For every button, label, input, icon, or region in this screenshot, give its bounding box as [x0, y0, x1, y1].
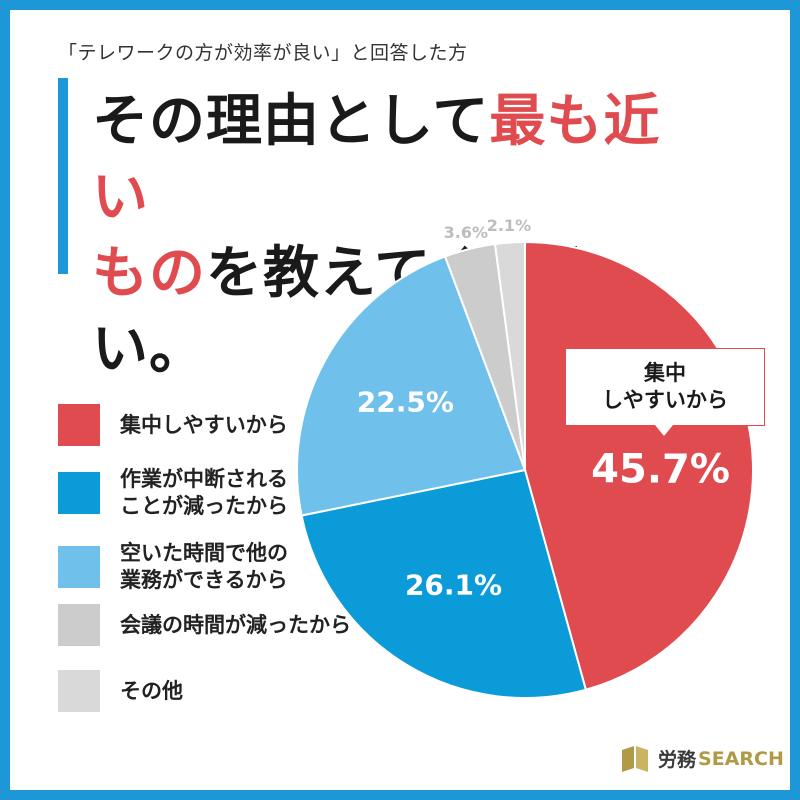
slice-data-label: 45.7% — [591, 447, 730, 493]
slice-data-label: 3.6% — [444, 223, 488, 242]
legend-swatch — [58, 670, 100, 712]
legend-swatch — [58, 546, 100, 588]
logo-text-jp: 労務 — [658, 749, 697, 771]
callout-tail — [655, 425, 673, 436]
book-logo-icon — [622, 745, 648, 772]
pie-slice — [296, 255, 527, 517]
legend-label: 集中しやすいから — [120, 412, 288, 437]
survey-subtitle: 「テレワークの方が効率が良い」と回答した方 — [58, 42, 468, 64]
callout-box: 集中 しやすいから — [565, 348, 765, 426]
title-part1: その理由として — [92, 89, 490, 154]
legend-label: その他 — [120, 678, 183, 703]
brand-logo: 労務 SEARCH — [620, 745, 784, 772]
pie-slice — [493, 240, 526, 471]
slice-data-label: 26.1% — [405, 569, 502, 602]
legend-swatch — [58, 404, 100, 446]
legend-item: 会議の時間が減ったから — [58, 604, 351, 646]
pie-slice — [300, 468, 588, 699]
legend-item: その他 — [58, 670, 183, 712]
logo-text-en: SEARCH — [698, 747, 784, 770]
legend-item: 集中しやすいから — [58, 404, 288, 446]
slice-data-label: 2.1% — [487, 216, 531, 235]
legend-item: 作業が中断される ことが減ったから — [58, 466, 288, 520]
title-accent-bar — [58, 78, 68, 274]
title-highlight1: 最も近い — [92, 89, 661, 230]
legend-swatch — [58, 472, 100, 514]
title-highlight2: もの — [92, 241, 206, 306]
legend-swatch — [58, 604, 100, 646]
legend-item: 空いた時間で他の 業務ができるから — [58, 540, 288, 594]
legend-label: 空いた時間で他の 業務ができるから — [120, 541, 288, 592]
legend-label: 作業が中断される ことが減ったから — [120, 467, 288, 518]
legend-label: 会議の時間が減ったから — [120, 612, 351, 637]
slice-data-label: 22.5% — [357, 386, 454, 419]
